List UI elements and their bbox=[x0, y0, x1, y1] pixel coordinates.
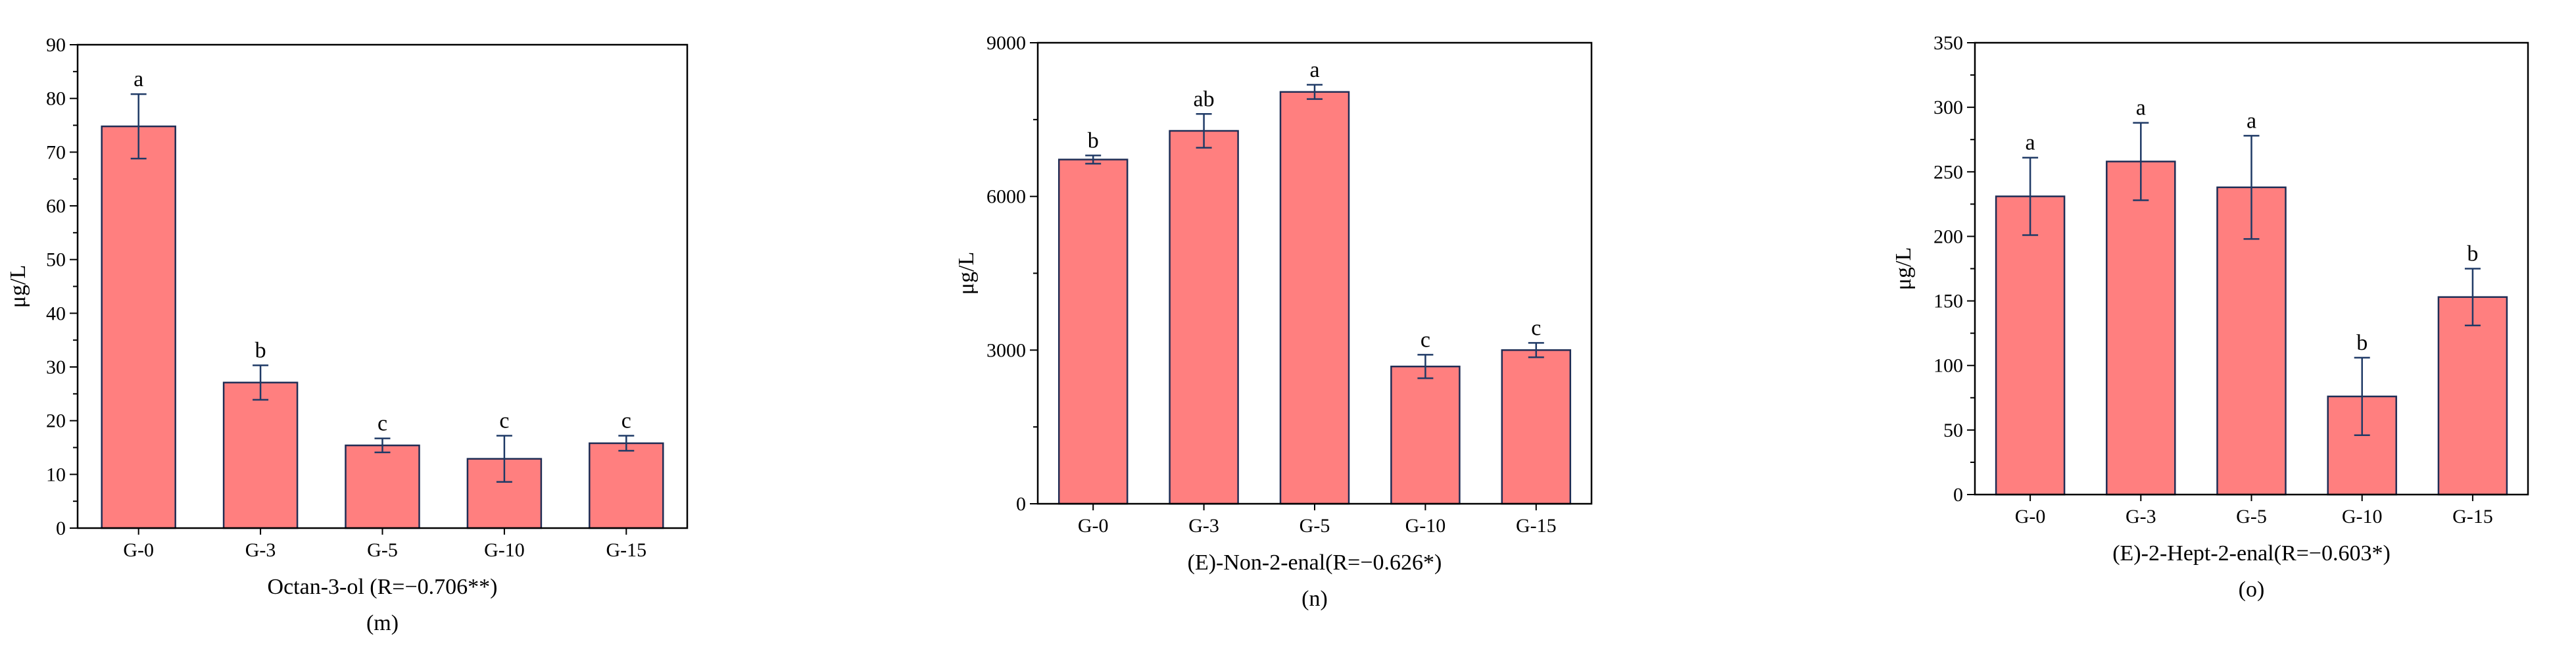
x-tick-label: G-3 bbox=[2126, 506, 2156, 527]
y-tick-label: 0 bbox=[56, 518, 66, 539]
significance-letter: b bbox=[1088, 128, 1099, 153]
y-tick-label: 50 bbox=[1943, 420, 1963, 441]
significance-letter: a bbox=[1309, 58, 1319, 82]
bar-g-3 bbox=[222, 381, 299, 529]
x-tick-label: G-0 bbox=[2015, 506, 2046, 527]
significance-letter: c bbox=[499, 409, 509, 433]
significance-letter: b bbox=[2467, 242, 2478, 266]
x-tick-label: G-5 bbox=[1300, 515, 1330, 537]
bar-g-0 bbox=[1057, 158, 1129, 505]
bar-g-0 bbox=[1995, 195, 2066, 496]
y-tick-label: 3000 bbox=[986, 339, 1026, 361]
bar-g-15 bbox=[589, 442, 664, 529]
significance-letter: ab bbox=[1194, 87, 1215, 111]
x-tick-label: G-0 bbox=[123, 539, 154, 561]
x-axis-label: (E)-Non-2-enal(R=−0.626*) bbox=[1188, 550, 1442, 575]
x-tick-label: G-15 bbox=[606, 539, 646, 561]
y-tick-label: 9000 bbox=[986, 32, 1026, 54]
x-axis-label: Octan-3-ol (R=−0.706**) bbox=[268, 575, 498, 599]
y-axis-label: μg/L bbox=[1891, 247, 1916, 290]
x-tick-label: G-10 bbox=[2342, 506, 2383, 527]
plot-frame bbox=[76, 43, 689, 529]
y-tick-label: 300 bbox=[1933, 97, 1963, 118]
y-tick-label: 10 bbox=[46, 464, 66, 485]
y-tick-label: 20 bbox=[46, 410, 66, 432]
y-tick-label: 200 bbox=[1933, 226, 1963, 247]
y-axis-label: μg/L bbox=[954, 252, 979, 295]
x-tick-label: G-15 bbox=[1516, 515, 1557, 537]
x-tick-label: G-5 bbox=[367, 539, 398, 561]
y-tick-label: 60 bbox=[46, 195, 66, 217]
panel-label: (n) bbox=[1301, 587, 1328, 611]
y-tick-label: 30 bbox=[46, 356, 66, 378]
y-tick-label: 80 bbox=[46, 88, 66, 110]
bar-g-3 bbox=[2106, 160, 2176, 496]
chart-panel-m: a G-0 b G-3 c G-5 c G-10 c G-15 0 10 20 30 40 50 60 70 80 9… bbox=[6, 34, 689, 635]
significance-letter: b bbox=[255, 339, 266, 363]
chart-panel-n: b G-0 ab G-3 a G-5 c G-10 c G-15 0 3000 6000 9000 μg/L… bbox=[954, 32, 1593, 611]
y-tick-label: 0 bbox=[1953, 484, 1963, 506]
x-tick-label: G-3 bbox=[245, 539, 276, 561]
y-tick-label: 250 bbox=[1933, 161, 1963, 183]
x-tick-label: G-3 bbox=[1188, 515, 1219, 537]
significance-letter: b bbox=[2356, 331, 2368, 355]
bar-g-15 bbox=[1501, 349, 1572, 505]
panel-label: (o) bbox=[2239, 577, 2265, 602]
x-tick-label: G-15 bbox=[2452, 506, 2493, 527]
bar-g-15 bbox=[2437, 296, 2508, 496]
bar-g-3 bbox=[1169, 130, 1239, 505]
y-tick-label: 70 bbox=[46, 141, 66, 163]
significance-letter: c bbox=[621, 409, 631, 433]
plot-frame bbox=[1036, 41, 1593, 505]
bar-g-5 bbox=[345, 444, 420, 529]
y-tick-label: 150 bbox=[1933, 291, 1963, 312]
y-tick-label: 50 bbox=[46, 249, 66, 271]
bar-g-0 bbox=[101, 125, 176, 529]
panel-label: (m) bbox=[366, 611, 399, 635]
chart-panel-o: a G-0 a G-3 a G-5 b G-10 b G-15 0 50 100 150 200 250 300… bbox=[1891, 32, 2529, 602]
significance-letter: c bbox=[377, 412, 387, 436]
significance-letter: a bbox=[134, 67, 143, 91]
x-tick-label: G-10 bbox=[484, 539, 525, 561]
x-tick-label: G-0 bbox=[1078, 515, 1109, 537]
x-axis-label: (E)-2-Hept-2-enal(R=−0.603*) bbox=[2112, 541, 2391, 566]
significance-letter: c bbox=[1421, 328, 1430, 352]
significance-letter: a bbox=[2247, 109, 2256, 133]
x-tick-label: G-10 bbox=[1405, 515, 1446, 537]
y-tick-label: 6000 bbox=[986, 186, 1026, 208]
y-tick-label: 90 bbox=[46, 34, 66, 56]
y-axis-label: μg/L bbox=[6, 265, 30, 308]
y-tick-label: 0 bbox=[1016, 493, 1026, 515]
bar-g-10 bbox=[1390, 366, 1461, 505]
y-tick-label: 100 bbox=[1933, 355, 1963, 377]
y-tick-label: 40 bbox=[46, 303, 66, 324]
significance-letter: a bbox=[2026, 131, 2035, 155]
plot-frame bbox=[1974, 41, 2529, 496]
x-tick-label: G-5 bbox=[2236, 506, 2267, 527]
bar-g-5 bbox=[1279, 91, 1350, 505]
y-tick-label: 350 bbox=[1933, 32, 1963, 54]
significance-letter: a bbox=[2136, 96, 2146, 120]
significance-letter: c bbox=[1531, 316, 1541, 340]
